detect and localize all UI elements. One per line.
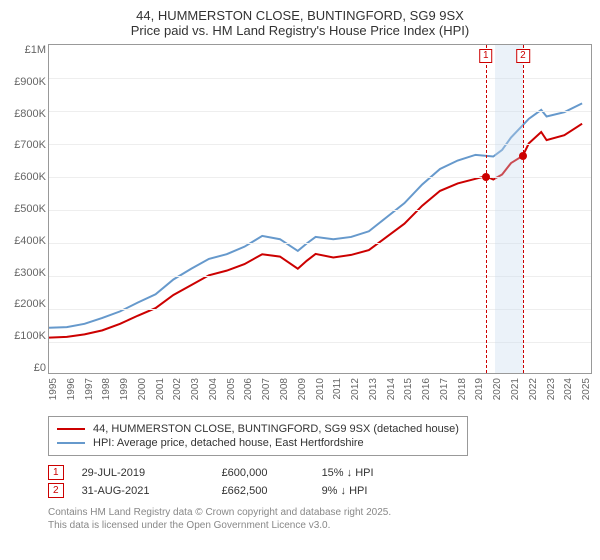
x-tick-label: 2012: [350, 378, 361, 400]
x-tick-label: 2017: [439, 378, 450, 400]
sale-date: 31-AUG-2021: [82, 485, 222, 497]
x-tick-label: 2007: [261, 378, 272, 400]
sale-price: £600,000: [222, 467, 322, 479]
x-tick-label: 2008: [279, 378, 290, 400]
x-tick-label: 2018: [457, 378, 468, 400]
x-tick-label: 2001: [155, 378, 166, 400]
legend: 44, HUMMERSTON CLOSE, BUNTINGFORD, SG9 9…: [48, 416, 468, 456]
x-axis: 1995 1996 1997 1998 1999 2000 2001 2002 2003 2004…: [48, 374, 590, 408]
marker-label: 2: [516, 49, 530, 63]
y-tick-label: £400K: [14, 235, 46, 247]
x-tick-label: 1995: [48, 378, 59, 400]
x-tick-label: 2025: [581, 378, 592, 400]
sales-table: 1 29-JUL-2019£600,00015% ↓ HPI 2 31-AUG-202…: [48, 465, 592, 498]
x-tick-label: 2023: [546, 378, 557, 400]
x-tick-label: 1998: [101, 378, 112, 400]
x-tick-label: 2013: [368, 378, 379, 400]
x-tick-label: 2006: [243, 378, 254, 400]
sale-dot: [482, 173, 490, 181]
footer-line2: This data is licensed under the Open Gov…: [48, 519, 592, 532]
x-tick-label: 2022: [528, 378, 539, 400]
legend-label-price: 44, HUMMERSTON CLOSE, BUNTINGFORD, SG9 9…: [93, 423, 459, 435]
sale-index: 2: [48, 483, 64, 498]
y-tick-label: £200K: [14, 298, 46, 310]
legend-label-hpi: HPI: Average price, detached house, East…: [93, 437, 364, 449]
x-tick-label: 2019: [474, 378, 485, 400]
y-tick-label: £500K: [14, 203, 46, 215]
sale-index: 1: [48, 465, 64, 480]
sale-row: 2 31-AUG-2021£662,5009% ↓ HPI: [48, 483, 592, 498]
x-tick-label: 2004: [208, 378, 219, 400]
sale-row: 1 29-JUL-2019£600,00015% ↓ HPI: [48, 465, 592, 480]
x-tick-label: 2020: [492, 378, 503, 400]
chart-title: 44, HUMMERSTON CLOSE, BUNTINGFORD, SG9 9…: [8, 8, 592, 38]
legend-swatch-hpi: [57, 442, 85, 444]
x-tick-label: 2000: [137, 378, 148, 400]
marker-band: [495, 45, 523, 373]
title-line2: Price paid vs. HM Land Registry's House …: [8, 23, 592, 38]
y-axis: £1M £900K £800K £700K £600K £500K £400K £300K £2…: [8, 44, 48, 374]
y-tick-label: £300K: [14, 267, 46, 279]
y-tick-label: £0: [34, 362, 46, 374]
x-tick-label: 2002: [172, 378, 183, 400]
footer-line1: Contains HM Land Registry data © Crown c…: [48, 506, 592, 519]
sale-dot: [519, 152, 527, 160]
y-tick-label: £1M: [25, 44, 46, 56]
legend-swatch-price: [57, 428, 85, 430]
sale-price: £662,500: [222, 485, 322, 497]
sale-pct: 15% ↓ HPI: [322, 467, 422, 479]
x-tick-label: 2016: [421, 378, 432, 400]
y-tick-label: £900K: [14, 76, 46, 88]
x-tick-label: 2024: [563, 378, 574, 400]
legend-row-price: 44, HUMMERSTON CLOSE, BUNTINGFORD, SG9 9…: [57, 423, 459, 435]
sale-date: 29-JUL-2019: [82, 467, 222, 479]
y-tick-label: £100K: [14, 330, 46, 342]
y-tick-label: £600K: [14, 171, 46, 183]
legend-row-hpi: HPI: Average price, detached house, East…: [57, 437, 459, 449]
x-tick-label: 1996: [66, 378, 77, 400]
marker-line: [486, 45, 487, 373]
y-tick-label: £700K: [14, 139, 46, 151]
x-tick-label: 2011: [332, 378, 343, 400]
plot-area: 12: [48, 44, 592, 374]
x-tick-label: 1997: [84, 378, 95, 400]
marker-line: [523, 45, 524, 373]
x-tick-label: 2009: [297, 378, 308, 400]
x-tick-label: 2005: [226, 378, 237, 400]
footer: Contains HM Land Registry data © Crown c…: [48, 506, 592, 532]
title-line1: 44, HUMMERSTON CLOSE, BUNTINGFORD, SG9 9…: [8, 8, 592, 23]
x-tick-label: 1999: [119, 378, 130, 400]
x-tick-label: 2014: [386, 378, 397, 400]
x-tick-label: 2021: [510, 378, 521, 400]
x-tick-label: 2010: [315, 378, 326, 400]
sale-pct: 9% ↓ HPI: [322, 485, 422, 497]
y-tick-label: £800K: [14, 108, 46, 120]
chart-area: £1M £900K £800K £700K £600K £500K £400K £300K £2…: [8, 44, 592, 374]
x-tick-label: 2003: [190, 378, 201, 400]
marker-label: 1: [479, 49, 493, 63]
x-tick-label: 2015: [403, 378, 414, 400]
